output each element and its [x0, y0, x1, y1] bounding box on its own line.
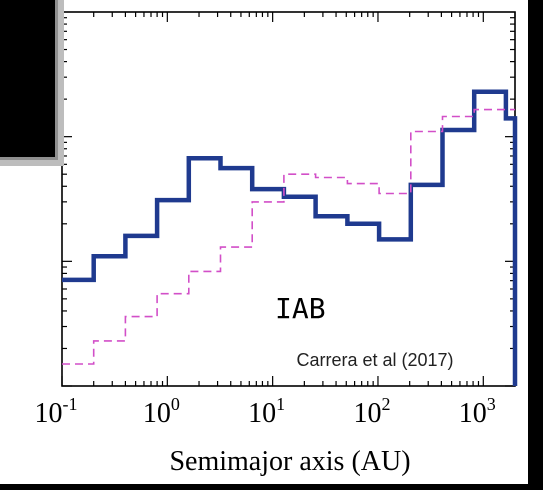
right-black-border [528, 0, 543, 490]
series-solid-line [62, 89, 518, 386]
x-tick-label-exponent: 3 [487, 394, 496, 414]
x-tick-label: 10-1 [35, 394, 78, 429]
x-tick-label-exponent: 1 [276, 394, 285, 414]
x-tick-labels: 10-1 100 101 102 103 [35, 394, 496, 429]
series-dashed-line [62, 108, 515, 365]
x-tick-label: 102 [353, 394, 390, 429]
x-tick-label: 101 [248, 394, 285, 429]
x-tick-label-base: 10 [248, 398, 276, 429]
axis-ticks [61, 12, 516, 387]
overlay-black-panel [0, 0, 58, 160]
x-tick-label-exponent: 0 [171, 394, 180, 414]
x-tick-label-base: 10 [353, 398, 381, 429]
x-tick-label: 103 [459, 394, 496, 429]
bottom-black-border [0, 484, 543, 490]
x-tick-label-base: 10 [35, 398, 63, 429]
citation-label: Carrera et al (2017) [296, 350, 453, 370]
overlay-panel-shadow-right [58, 0, 64, 166]
x-tick-label-base: 10 [143, 398, 171, 429]
plot-area [61, 11, 518, 387]
x-tick-label-base: 10 [459, 398, 487, 429]
x-tick-label-exponent: 2 [381, 394, 390, 414]
x-tick-label: 100 [143, 394, 180, 429]
panel-label: IAB [275, 292, 326, 325]
x-tick-label-exponent: -1 [63, 394, 78, 414]
x-axis-label: Semimajor axis (AU) [169, 446, 410, 477]
overlay-panel-shadow-bottom [0, 160, 64, 166]
series-layer [62, 89, 518, 386]
